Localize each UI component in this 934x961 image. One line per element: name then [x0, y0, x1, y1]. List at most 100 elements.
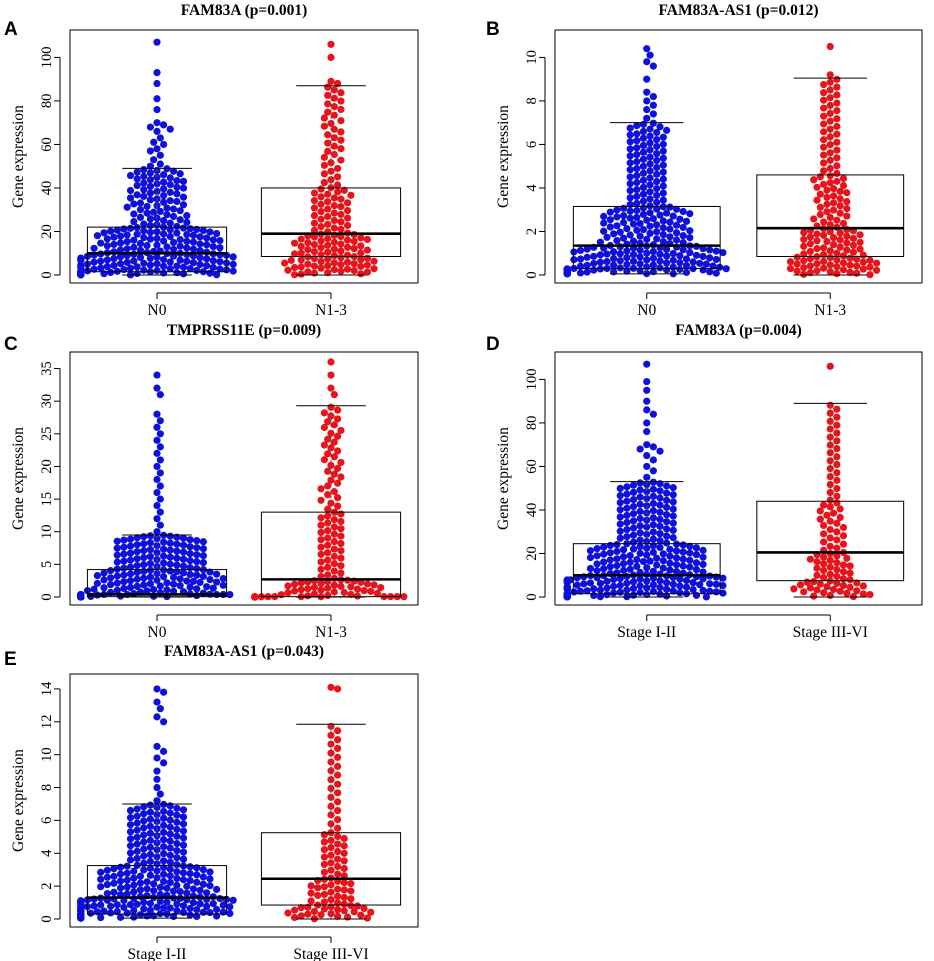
data-point	[833, 499, 841, 507]
data-point	[826, 362, 834, 370]
data-point	[653, 150, 661, 158]
data-point	[633, 121, 641, 130]
data-point	[146, 857, 154, 866]
data-point	[363, 246, 372, 254]
data-point	[110, 261, 118, 270]
data-point	[656, 211, 664, 219]
data-point	[692, 551, 701, 559]
data-point	[173, 183, 181, 191]
data-point	[146, 566, 154, 574]
data-point	[206, 228, 214, 236]
data-point	[643, 397, 651, 405]
data-point	[833, 249, 841, 257]
data-point	[689, 578, 697, 587]
data-point	[699, 560, 707, 569]
y-axis-label: Gene expression	[10, 427, 27, 530]
data-point	[623, 497, 631, 505]
data-point	[189, 899, 198, 907]
data-point	[216, 258, 224, 266]
data-point	[646, 174, 654, 182]
data-point	[616, 588, 624, 596]
data-point	[189, 577, 198, 585]
data-point	[623, 247, 631, 255]
data-point	[130, 881, 138, 889]
data-point	[873, 266, 881, 274]
data-point	[334, 432, 342, 440]
data-point	[669, 580, 677, 588]
data-point	[653, 221, 661, 229]
data-point	[281, 259, 289, 267]
data-point	[327, 683, 335, 691]
data-point	[153, 371, 161, 379]
data-point	[686, 248, 694, 257]
data-point	[616, 575, 624, 583]
data-point	[199, 880, 207, 888]
data-point	[206, 575, 214, 584]
data-point	[146, 580, 154, 588]
data-point	[833, 91, 841, 99]
data-point	[126, 535, 135, 543]
data-point	[829, 185, 838, 193]
data-point	[833, 162, 841, 170]
data-point	[659, 564, 667, 572]
data-point	[616, 527, 624, 535]
data-point	[576, 246, 585, 255]
data-point	[337, 89, 345, 97]
data-point	[160, 877, 168, 886]
data-point	[166, 181, 174, 189]
data-point	[330, 224, 338, 232]
data-point	[126, 549, 135, 557]
data-point	[153, 462, 161, 471]
data-point	[153, 775, 161, 783]
data-point	[186, 550, 194, 558]
data-point	[193, 565, 201, 573]
data-point	[649, 567, 657, 575]
data-point	[610, 230, 618, 238]
data-point	[324, 549, 332, 557]
data-point	[153, 742, 161, 751]
data-point	[153, 127, 161, 135]
y-tick-label: 0	[39, 915, 55, 922]
data-point	[836, 195, 844, 203]
data-point	[833, 421, 841, 429]
data-point	[633, 178, 641, 187]
data-point	[659, 133, 667, 141]
data-point	[120, 571, 128, 579]
data-point	[320, 178, 328, 187]
data-point	[153, 69, 161, 77]
data-point	[327, 176, 335, 184]
data-point	[163, 884, 171, 892]
data-point	[643, 473, 651, 481]
data-point	[357, 270, 365, 278]
box	[86, 226, 228, 273]
data-point	[856, 238, 864, 246]
data-point	[810, 215, 818, 223]
data-point	[123, 890, 131, 898]
data-point	[663, 503, 671, 511]
data-point	[639, 176, 648, 184]
data-point	[136, 206, 145, 214]
data-point	[219, 581, 227, 589]
data-point	[623, 525, 631, 534]
data-point	[833, 122, 841, 131]
data-point	[324, 205, 332, 213]
data-point	[324, 190, 332, 198]
data-point	[179, 876, 188, 884]
data-point	[357, 249, 365, 257]
data-point	[643, 386, 651, 394]
data-point	[826, 457, 834, 465]
data-point	[669, 533, 677, 542]
panel-letter: A	[4, 19, 18, 40]
data-point	[327, 784, 335, 793]
data-point	[317, 244, 325, 252]
data-point	[659, 154, 667, 162]
data-point	[199, 559, 207, 567]
data-point	[160, 262, 168, 270]
data-point	[160, 552, 168, 560]
data-point	[126, 186, 135, 195]
data-point	[347, 583, 355, 591]
data-point	[859, 582, 867, 590]
data-point	[320, 868, 328, 876]
data-point	[626, 180, 634, 188]
data-point	[126, 814, 135, 822]
